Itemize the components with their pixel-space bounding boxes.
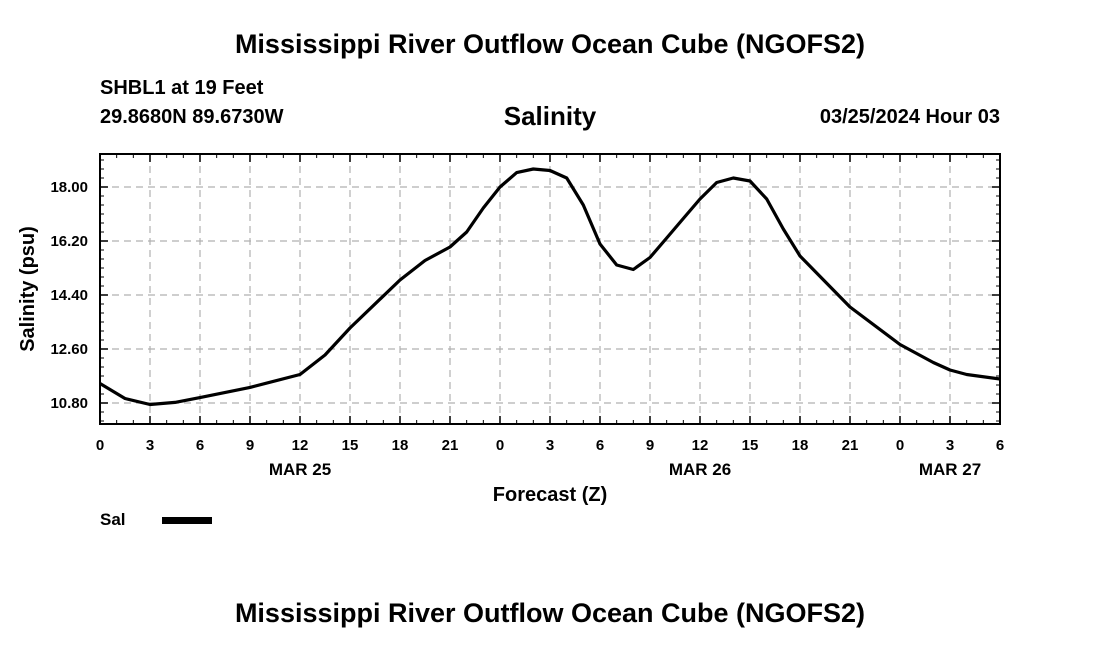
x-tick-label: 6 [996,437,1004,454]
chart-title: Mississippi River Outflow Ocean Cube (NG… [234,29,866,59]
y-tick-label: 18.00 [50,179,88,196]
x-tick-label: 6 [196,437,204,454]
x-tick-label: 21 [842,437,859,454]
x-tick-label: 9 [246,437,254,454]
y-tick-label: 14.40 [50,287,88,304]
forecast-timestamp: 03/25/2024 Hour 03 [819,106,1000,128]
x-tick-label: 18 [392,437,409,454]
legend-label: Sal [100,510,126,529]
y-tick-label: 16.20 [50,233,88,250]
x-tick-label: 12 [292,437,309,454]
x-tick-label: 9 [646,437,654,454]
series-line-sal [100,167,1000,407]
legend-swatch [162,517,212,524]
x-tick-label: 3 [546,437,554,454]
x-tick-label: 18 [792,437,809,454]
x-tick-label: 3 [146,437,154,454]
x-tick-label: 3 [946,437,954,454]
x-tick-label: 0 [496,437,504,454]
date-label: MAR 25 [269,460,331,479]
y-axis-title: Salinity (psu) [17,226,39,352]
y-tick-label: 12.60 [50,341,88,358]
x-tick-label: 6 [596,437,604,454]
y-tick-label: 10.80 [50,395,88,412]
x-axis-title: Forecast (Z) [493,484,607,506]
station-label: SHBL1 at 19 Feet [100,77,264,99]
x-tick-label: 12 [692,437,709,454]
footer-title: Mississippi River Outflow Ocean Cube (NG… [234,598,866,628]
x-tick-label: 15 [342,437,359,454]
x-tick-label: 0 [896,437,904,454]
x-tick-label: 15 [742,437,759,454]
x-tick-label: 21 [442,437,459,454]
date-label: MAR 26 [669,460,731,479]
variable-title: Salinity [503,101,597,131]
x-tick-label: 0 [96,437,104,454]
date-label: MAR 27 [919,460,981,479]
coordinates-label: 29.8680N 89.6730W [100,106,284,128]
